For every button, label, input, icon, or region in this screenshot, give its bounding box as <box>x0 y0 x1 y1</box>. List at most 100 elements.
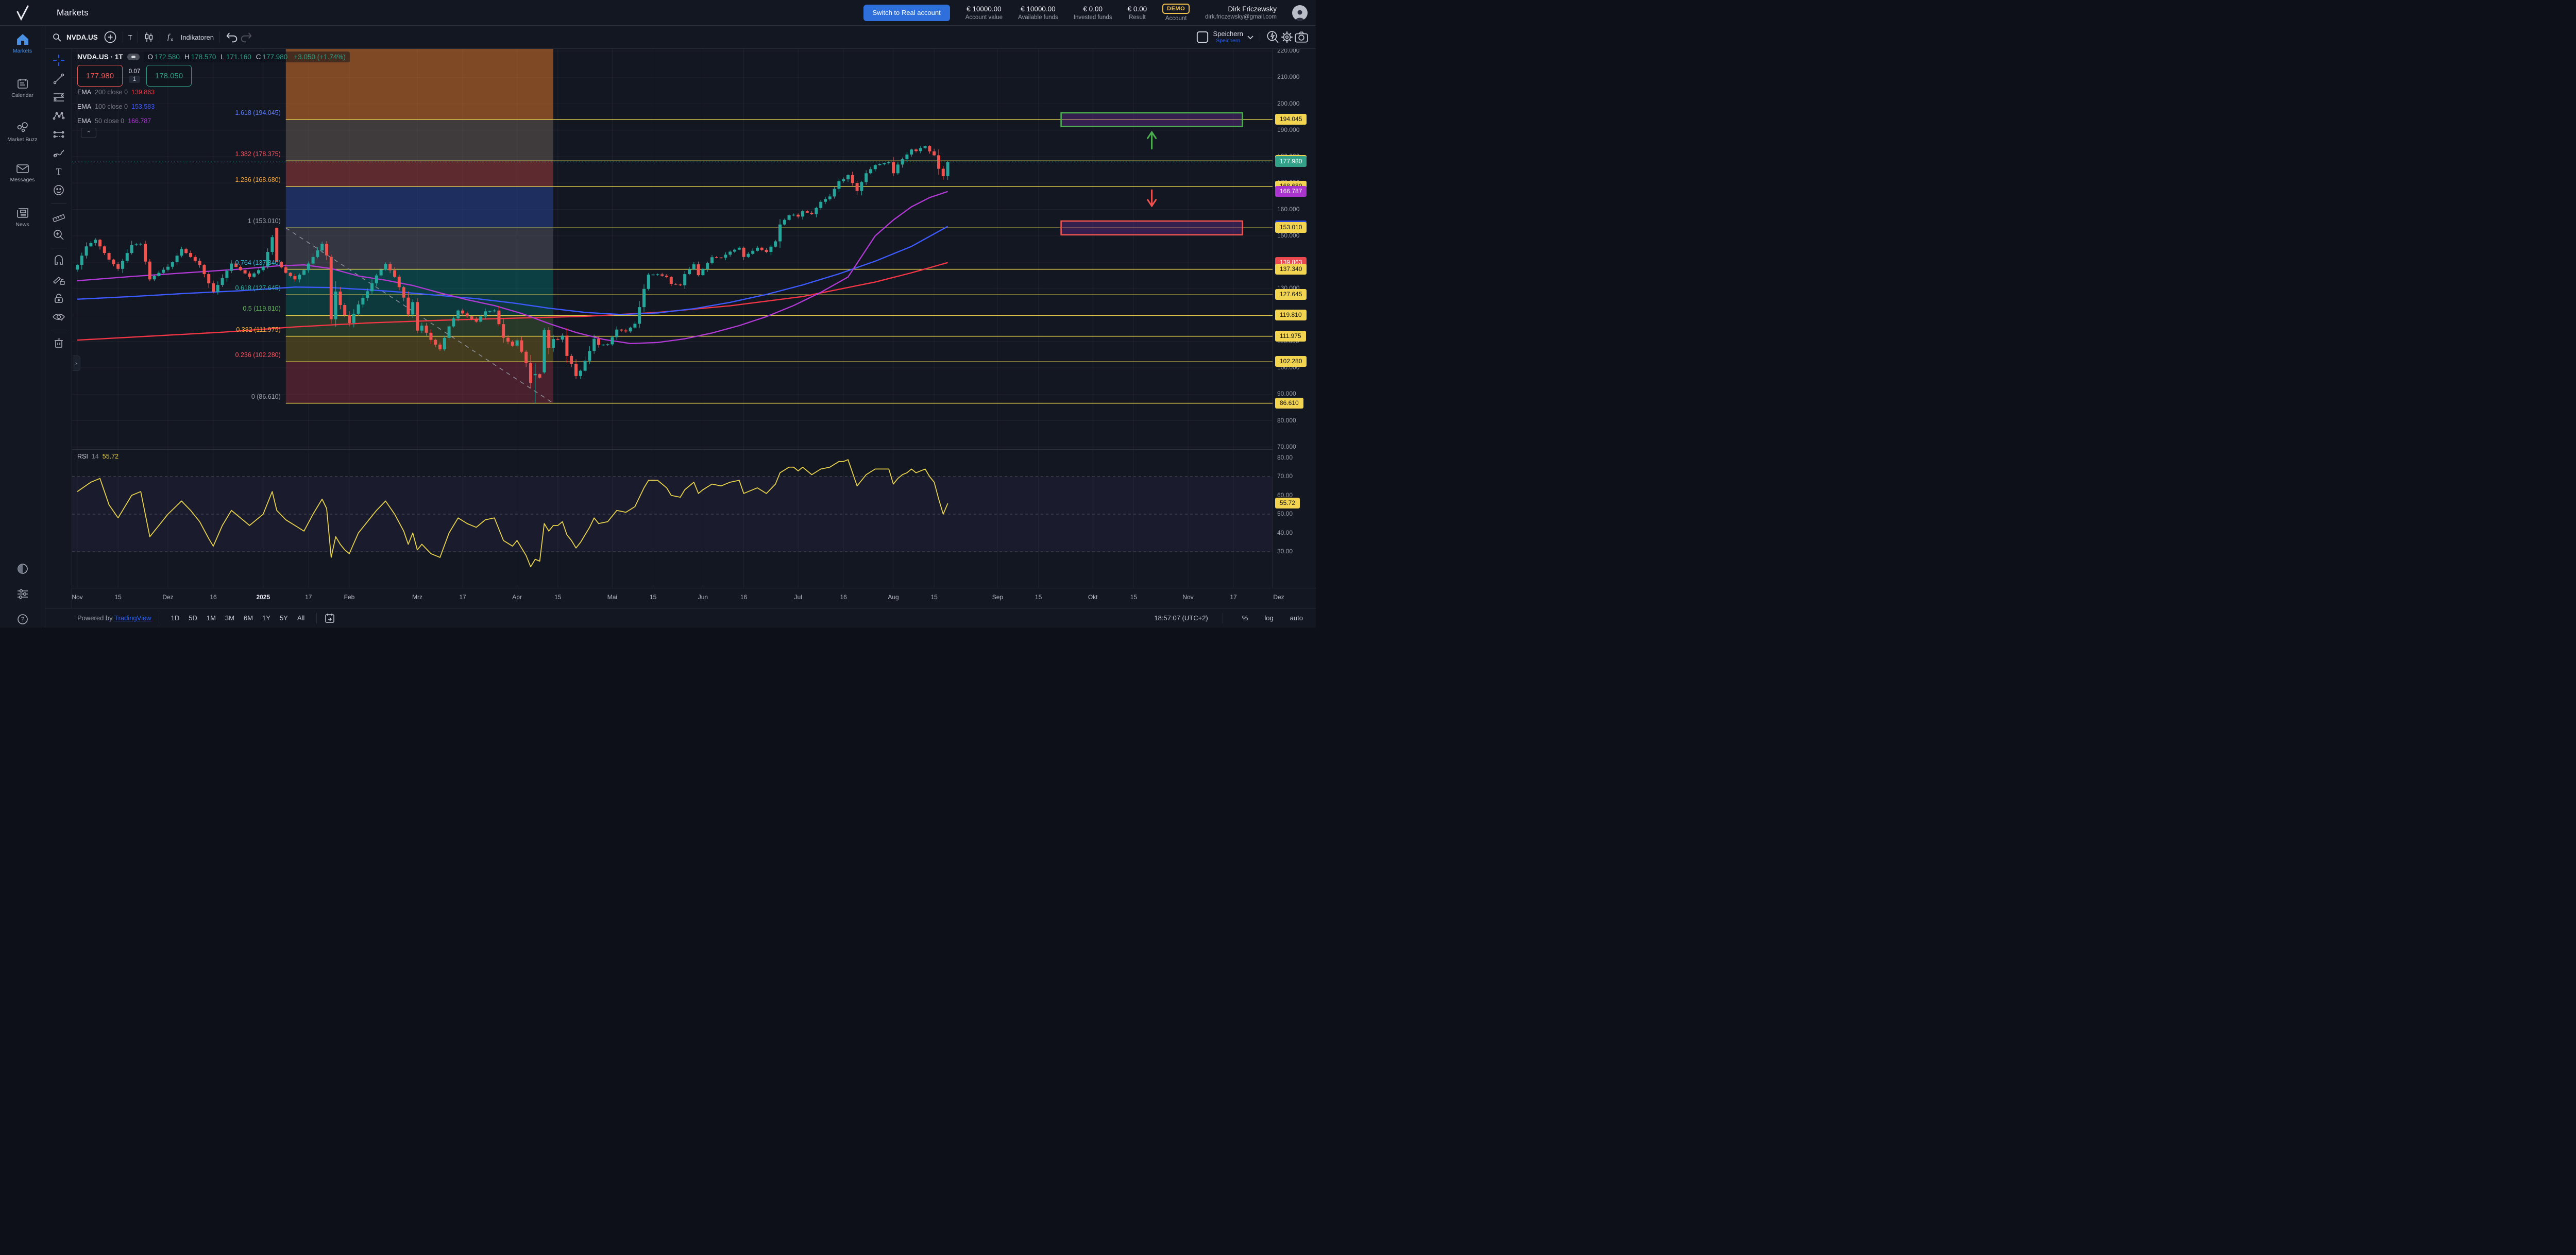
time-tick-label: Feb <box>344 593 355 601</box>
lock-all-tool[interactable] <box>50 291 67 306</box>
help-icon[interactable]: ? <box>16 613 29 625</box>
stat-label: Result <box>1129 14 1146 21</box>
collapse-indicators-button[interactable]: ⌃ <box>81 128 96 138</box>
time-tick-label: Apr <box>512 593 522 601</box>
indicator-legend-ema100[interactable]: EMA 100 close 0 153.583 <box>77 103 155 110</box>
trading-app: Markets Switch to Real account € 10000.0… <box>0 0 1316 628</box>
range-button-5y[interactable]: 5Y <box>279 614 288 622</box>
legend-visibility-toggle[interactable] <box>127 54 140 60</box>
measure-tool[interactable] <box>50 209 67 224</box>
legend-symbol[interactable]: NVDA.US · 1T <box>77 53 123 61</box>
app-sidebar: Markets Calendar Market Buzz Messages Ne… <box>0 26 45 628</box>
pane-separator[interactable] <box>72 449 1316 450</box>
crosshair-tool[interactable] <box>50 53 67 67</box>
bubbles-icon <box>17 122 28 132</box>
rsi-tick-label: 80.00 <box>1277 453 1293 461</box>
delete-drawings-trash-tool[interactable] <box>50 336 67 350</box>
fib-retracement-tool[interactable] <box>50 90 67 105</box>
price-tick-label: 150.000 <box>1277 231 1300 239</box>
buy-button[interactable]: 178.050 <box>146 65 192 87</box>
quick-search-flash-icon[interactable] <box>1265 30 1280 44</box>
time-tick-label: Nov <box>1182 593 1194 601</box>
app-logo[interactable] <box>0 5 45 21</box>
price-badge: 102.280 <box>1275 356 1307 367</box>
range-button-1y[interactable]: 1Y <box>262 614 270 622</box>
calendar-icon <box>17 79 28 89</box>
symbol-search[interactable]: NVDA.US <box>53 30 117 44</box>
auto-scale-button[interactable]: auto <box>1290 614 1303 622</box>
range-button-6m[interactable]: 6M <box>243 614 253 622</box>
indicator-legend-rsi[interactable]: RSI 14 55.72 <box>77 453 119 460</box>
price-tick-label: 210.000 <box>1277 73 1300 81</box>
range-button-3m[interactable]: 3M <box>225 614 234 622</box>
sell-button[interactable]: 177.980 <box>77 65 123 87</box>
time-tick-label: 15 <box>930 593 938 601</box>
time-axis[interactable]: Nov 15 Dez 16 2025 17 Feb Mrz 17 Apr 15 Mai 15 Jun 16 J… <box>72 588 1316 608</box>
trend-line-tool[interactable] <box>50 72 67 86</box>
price-badge: 153.010 <box>1275 222 1307 233</box>
chevron-down-icon[interactable] <box>1246 33 1255 41</box>
rsi-tick-label: 70.00 <box>1277 472 1293 480</box>
sidebar-item-markets[interactable]: Markets <box>0 26 45 62</box>
price-badge: 194.045 <box>1275 114 1307 125</box>
indicator-legend-ema200[interactable]: EMA 200 close 0 139.863 <box>77 89 155 96</box>
time-tick-label: Mai <box>607 593 618 601</box>
brush-tool[interactable] <box>50 146 67 160</box>
undo-icon[interactable] <box>225 30 239 44</box>
powered-by: Powered by TradingView <box>77 614 151 622</box>
envelope-icon <box>16 164 29 174</box>
camera-icon[interactable] <box>1294 30 1309 44</box>
save-button[interactable]: Speichern Speichern <box>1213 29 1243 44</box>
time-tick-label: 16 <box>210 593 217 601</box>
percent-scale-button[interactable]: % <box>1242 614 1248 622</box>
gear-icon[interactable] <box>1280 30 1294 44</box>
object-tree-expander[interactable]: › <box>73 355 80 371</box>
indicator-legend-ema50[interactable]: EMA 50 close 0 166.787 <box>77 117 151 125</box>
range-button-all[interactable]: All <box>297 614 305 622</box>
time-tick-label: Dez <box>1273 593 1284 601</box>
log-scale-button[interactable]: log <box>1264 614 1274 622</box>
theme-contrast-icon[interactable] <box>16 563 29 575</box>
stat-invested-funds: € 0.00 Invested funds <box>1074 5 1112 21</box>
text-tool[interactable]: T <box>50 164 67 179</box>
sidebar-item-messages[interactable]: Messages <box>0 156 45 191</box>
switch-to-real-account-button[interactable]: Switch to Real account <box>863 4 950 21</box>
zoom-in-tool[interactable] <box>50 228 67 242</box>
chart-style-icon[interactable] <box>143 31 155 43</box>
range-button-1m[interactable]: 1M <box>206 614 216 622</box>
spread-value: 0.07 <box>128 69 141 75</box>
stat-label: Invested funds <box>1073 14 1112 21</box>
sidebar-item-market-buzz[interactable]: Market Buzz <box>0 114 45 150</box>
time-tick-label: 15 <box>649 593 657 601</box>
search-icon <box>53 33 61 42</box>
go-to-date-icon[interactable] <box>324 613 335 624</box>
layout-checkbox-icon[interactable] <box>1195 30 1210 44</box>
sidebar-item-calendar[interactable]: Calendar <box>0 70 45 106</box>
price-axis[interactable]: 220.000210.000200.000190.000180.000170.0… <box>1273 47 1316 588</box>
redo-icon[interactable] <box>239 30 253 44</box>
emoji-tool[interactable] <box>50 183 67 197</box>
quantity-field[interactable]: 1 <box>128 76 141 83</box>
sidebar-item-news[interactable]: News <box>0 199 45 235</box>
price-tick-label: 70.000 <box>1277 443 1296 450</box>
clock[interactable]: 18:57:07 (UTC+2) <box>1154 614 1208 622</box>
time-tick-label: Sep <box>992 593 1004 601</box>
magnet-tool[interactable] <box>50 254 67 268</box>
compare-add-icon[interactable] <box>103 30 117 44</box>
pattern-tool[interactable] <box>50 109 67 123</box>
timeframe-button[interactable]: T <box>128 33 132 41</box>
stat-label: Available funds <box>1018 14 1058 21</box>
legend-change: +3.050 (+1.74%) <box>294 53 346 61</box>
price-chart[interactable] <box>0 0 1316 628</box>
position-tool[interactable] <box>50 127 67 142</box>
drawing-mode-lock-tool[interactable] <box>50 273 67 287</box>
range-button-1d[interactable]: 1D <box>171 614 180 622</box>
tradingview-link[interactable]: TradingView <box>114 614 151 622</box>
range-button-5d[interactable]: 5D <box>189 614 197 622</box>
settings-sliders-icon[interactable] <box>16 588 29 600</box>
user-name: Dirk Friczewsky <box>1228 5 1277 13</box>
avatar[interactable] <box>1292 5 1308 21</box>
hide-drawings-eye-tool[interactable] <box>50 310 67 324</box>
